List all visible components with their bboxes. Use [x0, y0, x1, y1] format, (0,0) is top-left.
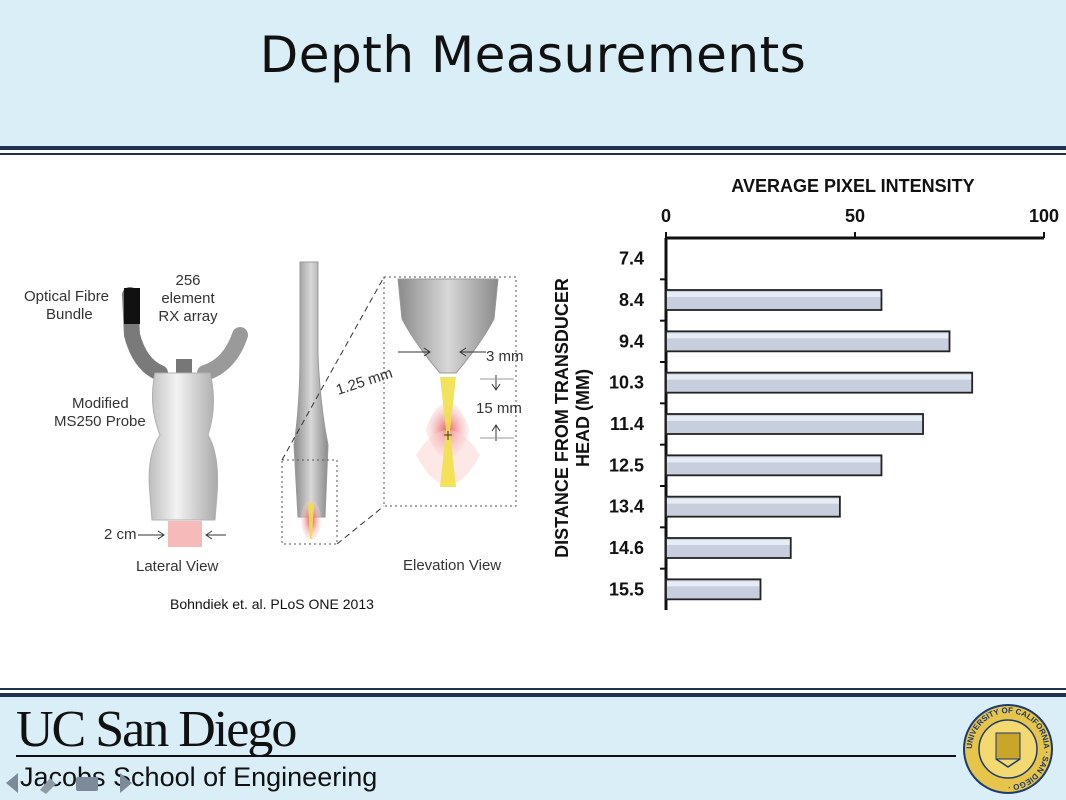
- y-axis-title-line2: HEAD (MM): [573, 369, 593, 467]
- header-rule-thin: [0, 153, 1066, 155]
- prev-slide-icon[interactable]: [6, 773, 18, 793]
- elevation-view-label: Elevation View: [403, 557, 501, 574]
- width-arrow-right: [205, 530, 226, 540]
- pen-icon[interactable]: [40, 778, 56, 794]
- bar-highlight: [667, 457, 881, 463]
- fibre-label: Optical Fibre Bundle: [24, 288, 109, 323]
- x-tick-label: 100: [1029, 206, 1059, 226]
- y-tick-label: 10.3: [609, 373, 644, 393]
- slide-navigation: [6, 773, 132, 794]
- bar-highlight: [667, 292, 881, 297]
- x-axis-title: AVERAGE PIXEL INTENSITY: [731, 176, 974, 196]
- menu-icon[interactable]: [76, 777, 98, 791]
- fibre-arm-right: [197, 327, 248, 381]
- y-tick-label: 14.6: [609, 538, 644, 558]
- ucsd-wordmark: UC San Diego: [16, 701, 297, 758]
- depth-bar-chart: AVERAGE PIXEL INTENSITY DISTANCE FROM TR…: [552, 176, 1059, 610]
- y-tick-label: 11.4: [610, 414, 644, 434]
- probe-body: [148, 372, 219, 521]
- footer-rule-thin: [0, 688, 1066, 690]
- zoom-box-large: [383, 276, 517, 507]
- probe-figure: Optical Fibre Bundle 256 element RX array M…: [24, 261, 524, 575]
- y-tick-label: 8.4: [619, 290, 644, 310]
- bar-highlight: [667, 498, 839, 504]
- fibre-connector: [124, 288, 140, 324]
- lateral-beam: [168, 521, 202, 547]
- next-slide-icon[interactable]: [120, 773, 132, 793]
- citation: Bohndiek et. al. PLoS ONE 2013: [170, 596, 374, 612]
- zoom-box-small: [281, 459, 338, 545]
- y-tick-label: 15.5: [609, 579, 644, 599]
- slide-header: [0, 0, 1066, 146]
- y-axis-title-line1: DISTANCE FROM TRANSDUCER: [552, 278, 572, 558]
- footer-rule-thick: [0, 693, 1066, 697]
- slide-title: Depth Measurements: [259, 26, 807, 84]
- gap-label: 3 mm: [486, 348, 524, 365]
- probe-cap: [176, 359, 192, 373]
- x-tick-label: 0: [661, 206, 671, 226]
- width-arrow-left: [138, 530, 165, 540]
- probe-label: Modified MS250 Probe: [54, 395, 146, 430]
- footer-divider: [16, 755, 956, 757]
- offset-label: 1.25 mm: [334, 365, 395, 399]
- header-rule-thick: [0, 146, 1066, 150]
- lateral-view-label: Lateral View: [136, 558, 218, 575]
- depth-label: 15 mm: [476, 400, 522, 417]
- elevation-tip: [397, 278, 499, 374]
- array-label: 256 element RX array: [158, 272, 218, 325]
- y-axis-title: DISTANCE FROM TRANSDUCER HEAD (MM): [552, 278, 593, 558]
- y-tick-label: 9.4: [619, 331, 644, 351]
- y-tick-label: 12.5: [609, 455, 644, 475]
- fibre-arm-left: [122, 287, 168, 381]
- bar-highlight: [667, 540, 790, 545]
- y-tick-label: 13.4: [609, 497, 644, 517]
- y-tick-label: 7.4: [619, 249, 644, 269]
- bar-highlight: [667, 333, 949, 339]
- slide-footer: [0, 697, 1066, 800]
- bar-highlight: [667, 581, 760, 587]
- bar-highlight: [667, 374, 972, 380]
- university-seal: UNIVERSITY OF CALIFORNIA · SAN DIEGO ·: [963, 704, 1053, 794]
- bar-highlight: [667, 416, 923, 421]
- elevation-probe: [293, 261, 329, 518]
- width-label: 2 cm: [104, 526, 137, 543]
- x-tick-label: 50: [845, 206, 865, 226]
